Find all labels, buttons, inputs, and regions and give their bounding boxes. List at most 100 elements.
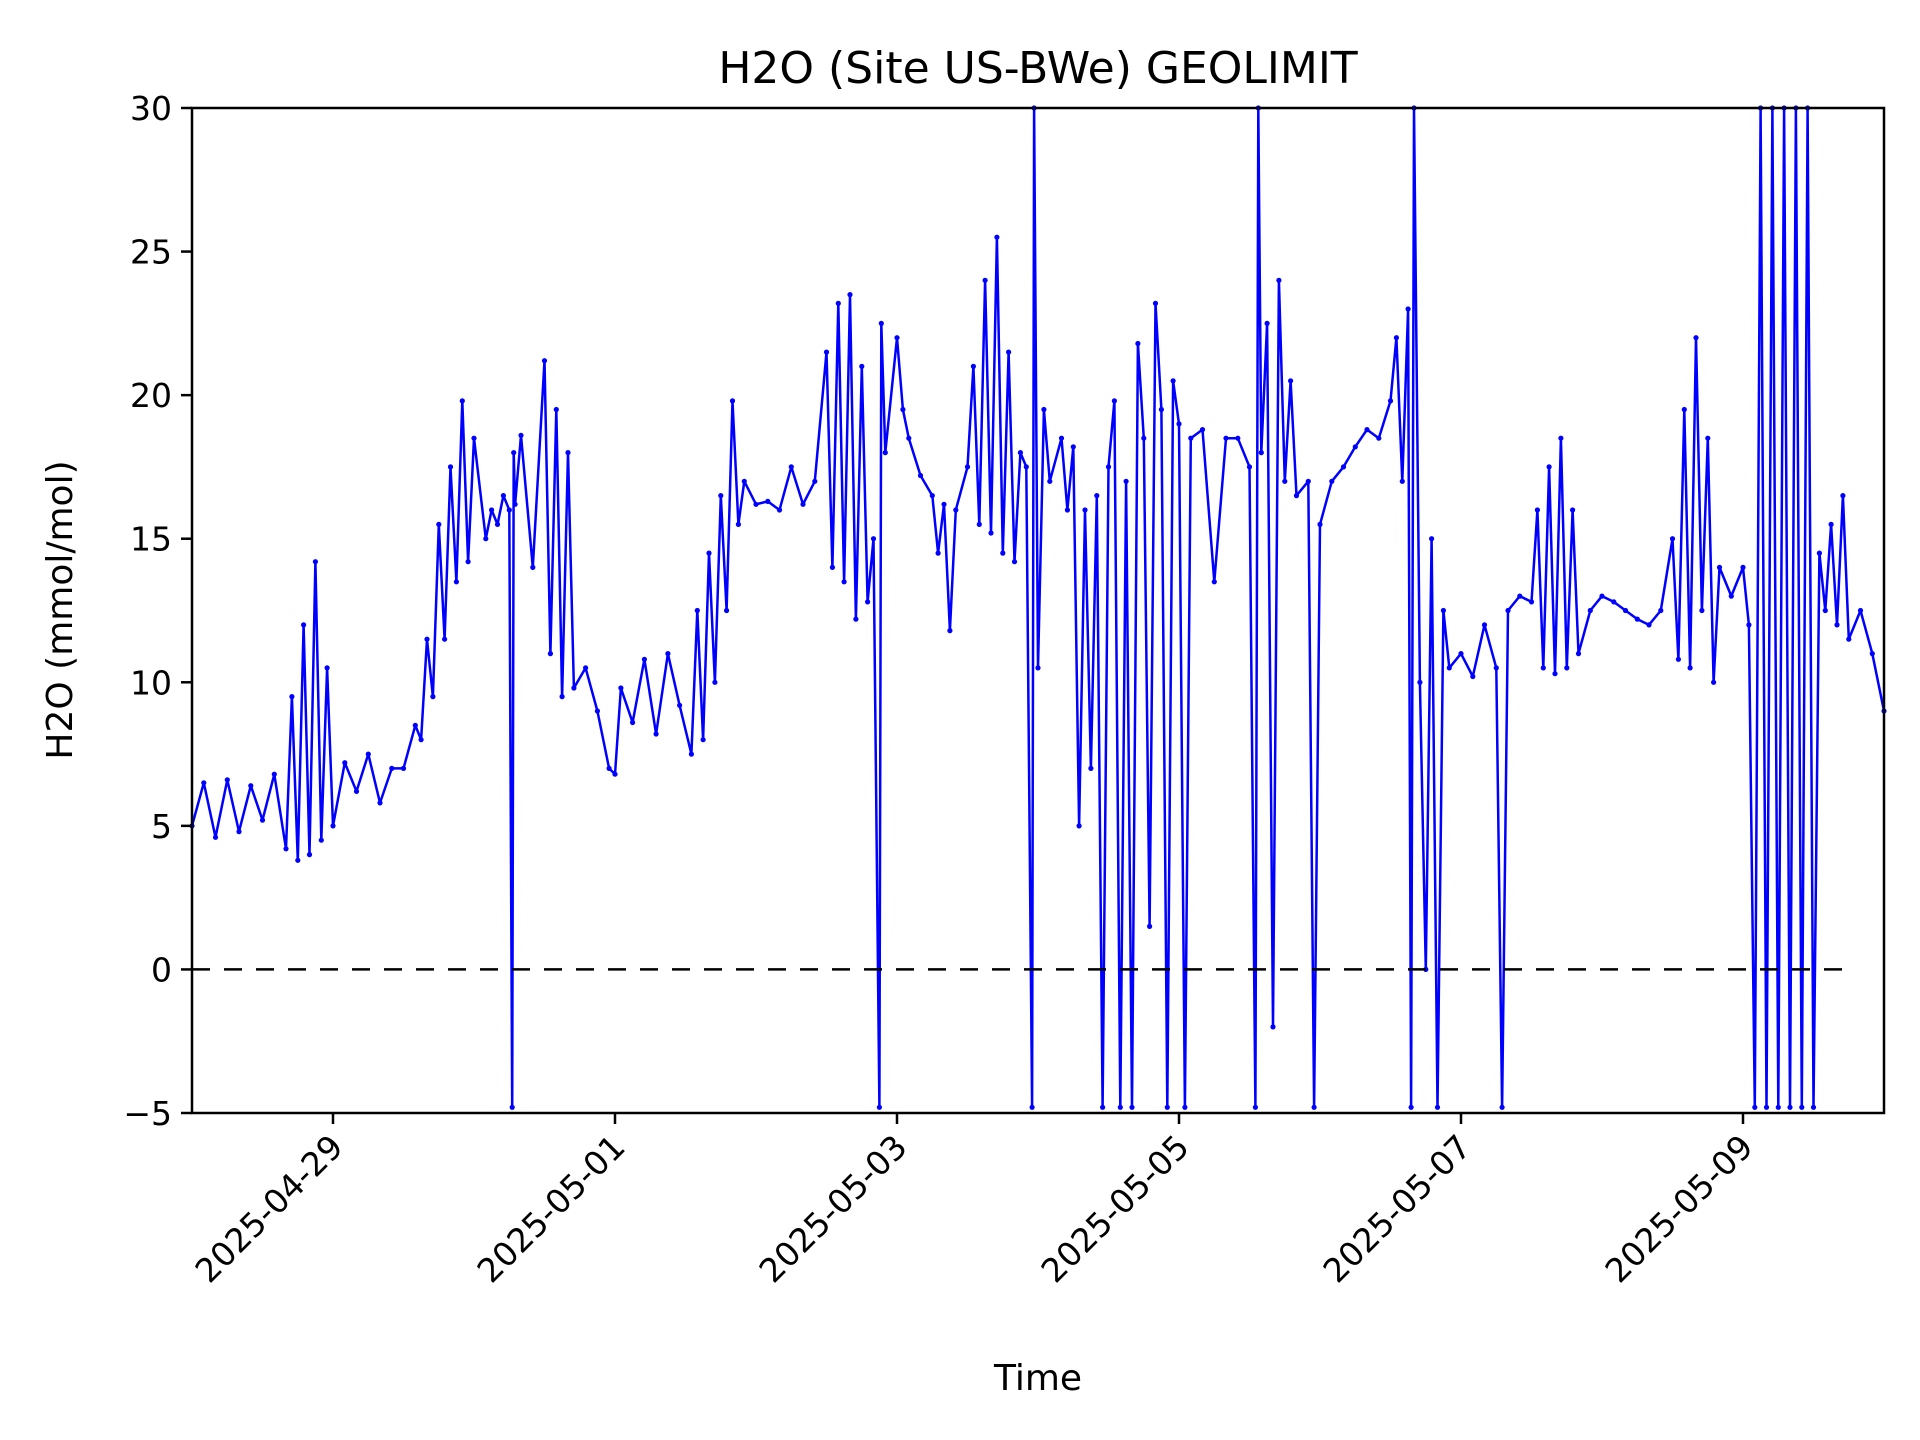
- data-point: [1846, 636, 1852, 642]
- data-point: [988, 530, 994, 536]
- data-point: [1505, 607, 1511, 614]
- data-point: [994, 234, 1000, 240]
- data-point: [201, 780, 207, 786]
- data-point: [1006, 349, 1012, 355]
- data-point: [424, 636, 430, 642]
- data-point: [1070, 444, 1076, 450]
- data-point: [1235, 435, 1241, 441]
- data-point: [365, 751, 371, 757]
- data-point: [1094, 493, 1100, 499]
- data-point: [1393, 335, 1399, 341]
- data-point: [1170, 378, 1176, 384]
- data-point: [442, 636, 448, 642]
- y-tick-label: 15: [130, 520, 172, 559]
- series-layer: [189, 105, 1887, 1110]
- data-point: [835, 300, 841, 306]
- data-point: [1634, 616, 1640, 622]
- data-point: [776, 507, 783, 513]
- data-point: [606, 765, 612, 772]
- data-point: [412, 722, 418, 729]
- data-point: [1076, 823, 1082, 829]
- data-point: [594, 708, 601, 714]
- data-point: [1408, 1104, 1414, 1110]
- data-point: [976, 521, 982, 528]
- data-point: [823, 349, 830, 355]
- data-point: [571, 685, 577, 691]
- data-point: [878, 320, 884, 326]
- data-point: [1405, 306, 1411, 312]
- data-point: [1699, 607, 1705, 614]
- data-point: [812, 478, 818, 484]
- data-point: [547, 651, 554, 657]
- y-tick-label: −5: [123, 1094, 172, 1133]
- data-point: [1611, 599, 1617, 605]
- data-point: [342, 760, 348, 766]
- data-point: [1399, 478, 1405, 484]
- data-point: [1035, 665, 1041, 671]
- data-point: [494, 521, 501, 528]
- data-point: [1675, 656, 1681, 662]
- data-point: [1199, 427, 1206, 433]
- data-point: [1276, 277, 1282, 283]
- data-point: [1123, 478, 1129, 484]
- data-point: [1340, 464, 1347, 470]
- data-point: [1129, 1104, 1135, 1110]
- data-point: [870, 536, 877, 542]
- data-point: [418, 737, 424, 743]
- data-point: [665, 651, 671, 657]
- data-point: [1622, 607, 1629, 614]
- data-point: [788, 464, 794, 470]
- data-point: [1564, 665, 1570, 671]
- data-point: [1587, 607, 1593, 614]
- data-point: [430, 694, 436, 700]
- data-point: [1246, 464, 1253, 470]
- data-point: [1458, 651, 1464, 657]
- data-point: [1728, 593, 1734, 599]
- data-point: [1687, 665, 1693, 671]
- data-point: [729, 398, 736, 404]
- data-point: [318, 837, 324, 843]
- data-point: [1857, 607, 1864, 614]
- data-point: [700, 737, 706, 743]
- data-point: [353, 788, 360, 795]
- data-point: [1147, 923, 1153, 930]
- data-point: [1329, 478, 1335, 484]
- data-point: [212, 834, 219, 840]
- data-point: [1264, 320, 1270, 326]
- data-point: [1570, 507, 1576, 513]
- data-point: [1534, 507, 1540, 513]
- data-point: [1176, 421, 1182, 427]
- data-point: [865, 599, 871, 605]
- data-point: [935, 550, 941, 556]
- data-point: [1058, 435, 1065, 441]
- data-point: [1041, 406, 1047, 413]
- data-point: [1417, 679, 1423, 685]
- data-point: [1575, 651, 1582, 657]
- y-tick-label: 5: [151, 807, 172, 846]
- data-point: [735, 521, 742, 528]
- data-point: [1740, 564, 1746, 571]
- data-point: [483, 536, 489, 542]
- data-point: [1711, 679, 1717, 685]
- data-point: [618, 685, 624, 691]
- data-point: [459, 398, 465, 404]
- data-point: [1429, 536, 1435, 542]
- data-point: [489, 507, 495, 513]
- data-point: [1822, 607, 1828, 614]
- data-point: [248, 783, 254, 789]
- data-point: [1029, 1104, 1035, 1110]
- data-point: [1117, 1104, 1123, 1110]
- data-point: [1088, 765, 1094, 772]
- data-point: [1376, 435, 1382, 441]
- data-point: [324, 665, 330, 671]
- y-tick-label: 0: [151, 950, 172, 989]
- data-point: [1799, 1104, 1805, 1110]
- data-point: [859, 363, 865, 369]
- data-point: [306, 852, 313, 858]
- data-point: [753, 501, 759, 507]
- data-point: [641, 656, 648, 662]
- data-point: [1317, 521, 1323, 528]
- data-point: [947, 628, 953, 634]
- data-point: [541, 358, 548, 364]
- data-point: [471, 435, 477, 441]
